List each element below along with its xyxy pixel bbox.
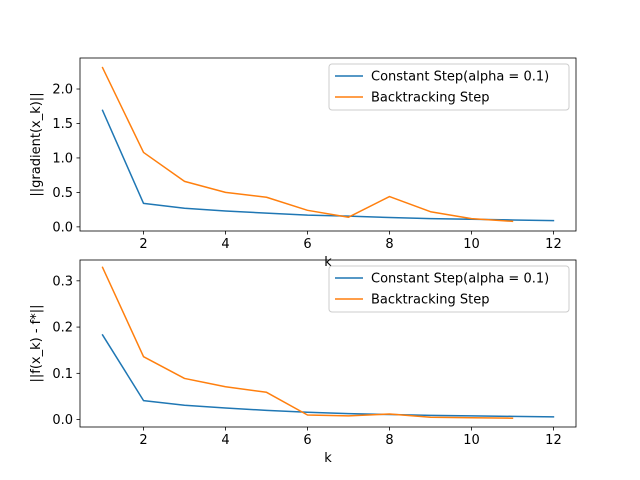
y-tick-label: 1.5: [52, 117, 73, 132]
x-tick-label: 4: [221, 237, 229, 252]
y-tick-label: 0.5: [52, 186, 73, 201]
y-tick-label: 0.2: [52, 321, 73, 336]
series-line-constant-step: [101, 109, 555, 222]
plot-frame: [79, 259, 577, 428]
y-axis-label: ||f(x_k) - f*||: [29, 305, 44, 383]
x-tick-label: 10: [463, 433, 480, 448]
y-tick-label: 0.1: [52, 367, 73, 382]
y-tick-label: 2.0: [52, 83, 73, 98]
x-tick-label: 2: [139, 433, 147, 448]
legend-label: Constant Step(alpha = 0.1): [371, 70, 549, 85]
subplot-2: 2 4 6 8 10 12 0.0 0.1 0.2 0.3 k ||f(x_k) - f*|| Cons…: [29, 259, 577, 466]
x-tick-label: 8: [385, 433, 393, 448]
x-axis-label: k: [324, 451, 332, 466]
x-axis-label: k: [324, 255, 332, 270]
plot-frame: [79, 57, 577, 232]
x-tick-label: 8: [385, 237, 393, 252]
legend-label: Backtracking Step: [371, 91, 489, 106]
x-tick-label: 6: [303, 237, 311, 252]
x-tick-label: 6: [303, 433, 311, 448]
y-tick-label: 0.0: [52, 220, 73, 235]
x-tick-label: 10: [463, 237, 480, 252]
series-line-constant-step: [101, 333, 555, 418]
legend-label: Backtracking Step: [371, 293, 489, 308]
x-tick-label: 4: [221, 433, 229, 448]
x-tick-label: 12: [545, 433, 562, 448]
legend-label: Constant Step(alpha = 0.1): [371, 272, 549, 287]
legend-box: [328, 63, 570, 111]
x-tick-label: 2: [139, 237, 147, 252]
series-line-backtracking-step: [101, 266, 514, 419]
y-tick-label: 1.0: [52, 151, 73, 166]
subplot-1: 2 4 6 8 10 12 0.0 0.5 1.0 1.5 2.0 k ||gradient(x_k)|…: [29, 57, 577, 270]
x-tick-label: 12: [545, 237, 562, 252]
y-axis-label: ||gradient(x_k)||: [29, 92, 44, 196]
legend: Constant Step(alpha = 0.1) Backtracking S…: [328, 265, 570, 313]
y-tick-label: 0.3: [52, 274, 73, 289]
series-line-backtracking-step: [101, 66, 514, 223]
legend: Constant Step(alpha = 0.1) Backtracking S…: [328, 63, 570, 111]
y-tick-label: 0.0: [52, 413, 73, 428]
legend-box: [328, 265, 570, 313]
